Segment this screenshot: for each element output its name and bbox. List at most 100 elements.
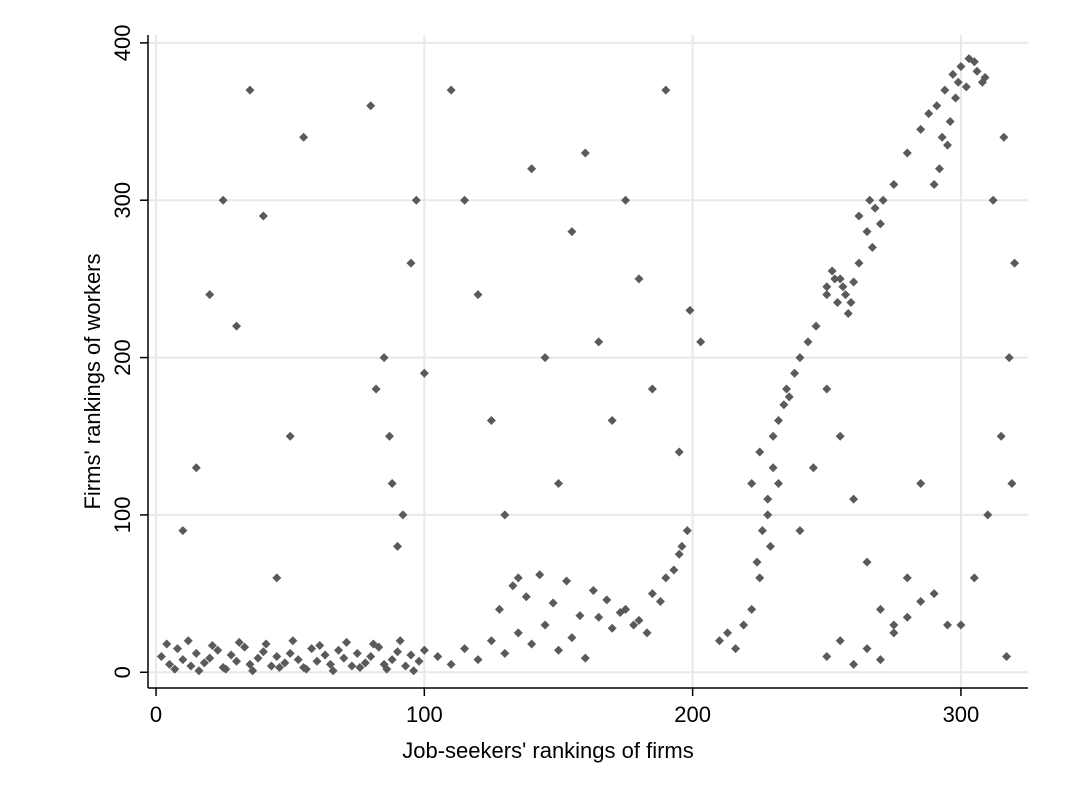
scatter-point: [696, 337, 706, 347]
scatter-point: [647, 589, 657, 599]
scatter-point: [513, 573, 523, 583]
scatter-point: [164, 659, 174, 669]
scatter-point: [274, 663, 284, 673]
y-tick-label: 400: [110, 25, 135, 62]
scatter-point: [932, 101, 942, 111]
scatter-point: [205, 653, 215, 663]
scatter-point: [419, 645, 429, 655]
scatter-point: [285, 431, 295, 441]
scatter-point: [755, 573, 765, 583]
scatter-point: [634, 274, 644, 284]
scatter-point: [843, 309, 853, 319]
scatter-point: [594, 337, 604, 347]
scatter-point: [972, 66, 982, 76]
scatter-point: [199, 658, 209, 668]
y-tick-label: 0: [110, 666, 135, 678]
scatter-point: [803, 337, 813, 347]
scatter-point: [395, 636, 405, 646]
scatter-point: [615, 607, 625, 617]
scatter-point: [521, 592, 531, 602]
scatter-point: [835, 636, 845, 646]
scatter-point: [830, 274, 840, 284]
scatter-point: [714, 636, 724, 646]
scatter-point: [387, 478, 397, 488]
scatter-point: [261, 639, 271, 649]
scatter-point: [527, 639, 537, 649]
tick-labels: 0 100 200 300 0 100 200 300 400: [110, 25, 979, 727]
scatter-point: [669, 565, 679, 575]
scatter-point: [355, 663, 365, 673]
scatter-point: [795, 526, 805, 536]
scatter-point: [731, 644, 741, 654]
scatter-point: [1002, 652, 1012, 662]
scatter-point: [191, 463, 201, 473]
scatter-point: [779, 400, 789, 410]
scatter-point: [368, 639, 378, 649]
scatter-point: [352, 648, 362, 658]
scatter-point: [969, 573, 979, 583]
scatter-point: [393, 647, 403, 657]
x-tick-label: 0: [150, 702, 162, 727]
scatter-point: [956, 61, 966, 71]
scatter-point: [186, 661, 196, 671]
scatter-point: [258, 211, 268, 221]
scatter-point: [207, 641, 217, 651]
scatter-point: [755, 447, 765, 457]
scatter-point: [768, 431, 778, 441]
scatter-point: [446, 85, 456, 95]
scatter-point: [1007, 478, 1017, 488]
scatter-point: [567, 227, 577, 237]
scatter-point: [406, 258, 416, 268]
scatter-point: [747, 478, 757, 488]
scatter-point: [862, 557, 872, 567]
scatter-point: [548, 598, 558, 608]
scatter-point: [178, 526, 188, 536]
y-axis-title: Firms' rankings of workers: [80, 253, 105, 509]
scatter-point: [916, 124, 926, 134]
data-points: [156, 54, 1020, 676]
scatter-point: [875, 219, 885, 229]
scatter-point: [460, 644, 470, 654]
scatter-point: [685, 305, 695, 315]
scatter-point: [674, 549, 684, 559]
grid-lines: [148, 35, 1028, 688]
scatter-point: [846, 297, 856, 307]
scatter-point: [540, 353, 550, 363]
scatter-point: [162, 639, 172, 649]
scatter-point: [221, 664, 231, 674]
scatter-point: [288, 636, 298, 646]
scatter-point: [647, 384, 657, 394]
scatter-point: [301, 664, 311, 674]
scatter-point: [218, 195, 228, 205]
scatter-point: [567, 633, 577, 643]
scatter-point: [889, 620, 899, 630]
scatter-point: [929, 589, 939, 599]
scatter-point: [723, 628, 733, 638]
scatter-point: [486, 636, 496, 646]
scatter-point: [902, 612, 912, 622]
y-tick-label: 200: [110, 339, 135, 376]
scatter-point: [940, 85, 950, 95]
scatter-point: [234, 637, 244, 647]
scatter-point: [575, 611, 585, 621]
scatter-point: [924, 109, 934, 119]
scatter-point: [961, 82, 971, 92]
scatter-point: [661, 573, 671, 583]
scatter-point: [1004, 353, 1014, 363]
scatter-point: [996, 431, 1006, 441]
scatter-point: [838, 282, 848, 292]
scatter-point: [969, 57, 979, 67]
scatter-point: [878, 195, 888, 205]
scatter-point: [629, 620, 639, 630]
scatter-point: [508, 581, 518, 591]
scatter-point: [822, 384, 832, 394]
scatter-point: [328, 666, 338, 676]
scatter-point: [902, 573, 912, 583]
scatter-point: [398, 510, 408, 520]
scatter-point: [285, 648, 295, 658]
scatter-point: [178, 655, 188, 665]
scatter-point: [387, 655, 397, 665]
scatter-point: [535, 570, 545, 580]
y-tick-label: 100: [110, 497, 135, 534]
